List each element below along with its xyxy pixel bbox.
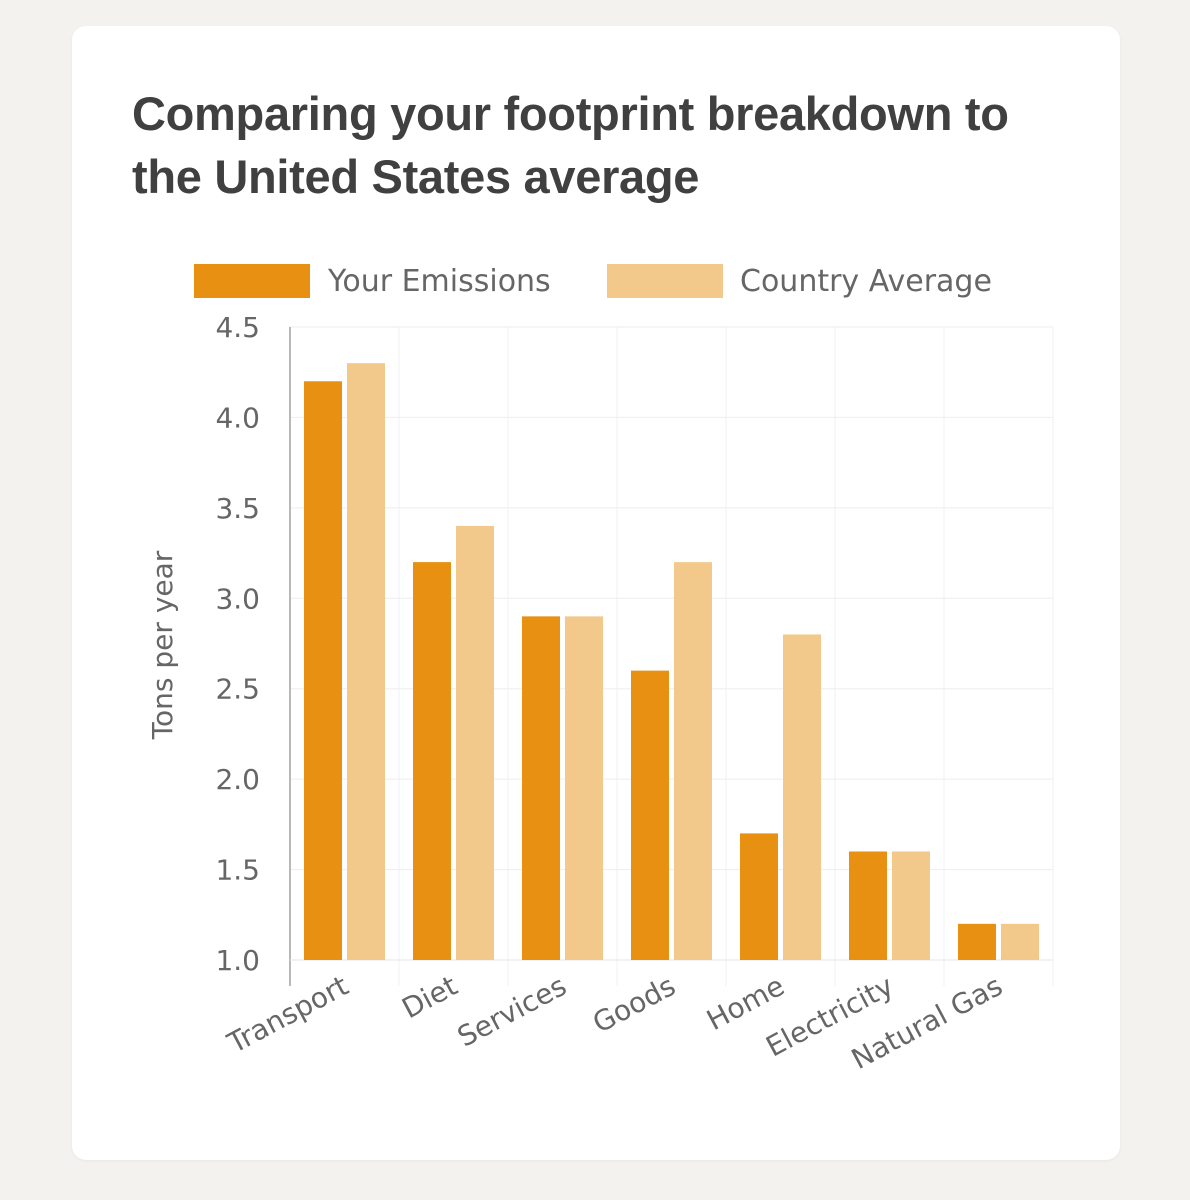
bar-country-average-services	[565, 616, 603, 960]
legend-swatch-your-emissions	[194, 264, 310, 298]
bar-your-emissions-services	[522, 616, 560, 960]
chart-legend: Your Emissions Country Average	[194, 264, 992, 299]
y-tick-label: 3.5	[215, 492, 260, 525]
bar-your-emissions-transport	[304, 381, 342, 960]
legend-label-country-average: Country Average	[740, 264, 992, 299]
bar-country-average-diet	[456, 525, 494, 960]
bar-country-average-transport	[347, 363, 385, 961]
y-tick-label: 2.5	[215, 673, 260, 706]
chart-card: Comparing your footprint breakdown to th…	[72, 26, 1120, 1160]
bar-your-emissions-natural-gas	[958, 923, 996, 960]
bar-country-average-goods	[674, 562, 712, 960]
bar-your-emissions-home	[740, 833, 778, 960]
bar-your-emissions-electricity	[849, 851, 887, 960]
y-tick-label: 1.0	[215, 944, 260, 977]
chart-grid	[289, 326, 1054, 986]
y-tick-label: 3.0	[215, 582, 260, 615]
y-tick-label: 2.0	[215, 763, 260, 796]
legend-swatch-country-average	[607, 264, 723, 298]
bar-your-emissions-goods	[631, 670, 669, 960]
x-tick-label: Goods	[587, 969, 680, 1040]
bar-country-average-natural-gas	[1001, 923, 1039, 960]
x-tick-label: Diet	[396, 969, 462, 1025]
y-tick-label: 1.5	[215, 854, 260, 887]
chart-title: Comparing your footprint breakdown to th…	[132, 87, 1009, 203]
chart-bars	[304, 363, 1039, 961]
bar-country-average-home	[783, 634, 821, 960]
x-tick-label: Services	[452, 969, 572, 1054]
bar-your-emissions-diet	[413, 562, 451, 960]
legend-label-your-emissions: Your Emissions	[327, 264, 551, 299]
bar-country-average-electricity	[892, 851, 930, 960]
chart-axes	[289, 327, 1053, 986]
x-tick-label: Transport	[221, 969, 353, 1060]
y-tick-label: 4.0	[215, 401, 260, 434]
y-axis-title: Tons per year	[146, 550, 179, 740]
y-tick-label: 4.5	[215, 311, 260, 344]
